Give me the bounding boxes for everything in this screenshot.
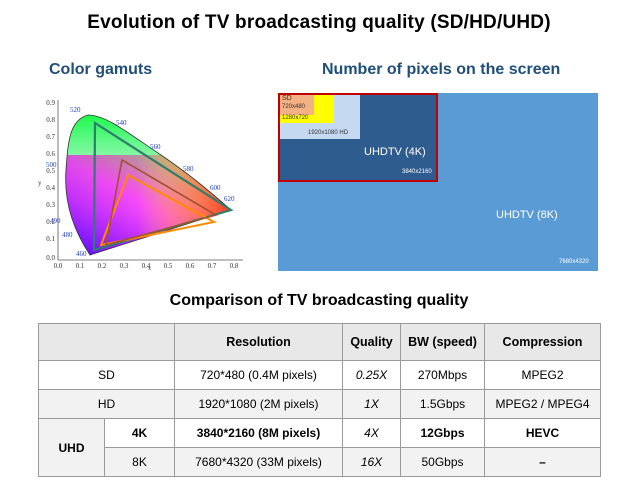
pixel-comparison-diagram: SD 720x480 1280x720 1920x1080 HD UHDTV (… (278, 93, 598, 271)
fhd-resolution: 1920x1080 HD (308, 130, 349, 136)
y-tick: 0.0 (46, 254, 55, 262)
y-tick: 0.8 (46, 116, 55, 124)
hd-resolution: 1280x720 (282, 115, 309, 121)
bw-cell: 12Gbps (400, 418, 485, 448)
x-tick: 0.5 (164, 262, 173, 270)
bw-cell: 270Mbps (400, 360, 485, 390)
table-row-8k: 8K 7680*4320 (33M pixels) 16X 50Gbps – (39, 447, 601, 477)
x-tick: 0.2 (98, 262, 107, 270)
sd-resolution: 720x480 (282, 104, 306, 110)
y-tick: 0.1 (46, 235, 55, 243)
y-tick: 0.9 (46, 99, 55, 107)
wavelength-label: 580 (183, 165, 194, 173)
header-bw: BW (speed) (400, 323, 485, 361)
table-row-sd: SD 720*480 (0.4M pixels) 0.25X 270Mbps M… (38, 360, 601, 390)
compression-cell: HEVC (484, 418, 601, 448)
compression-cell: – (484, 447, 601, 477)
wavelength-label: 480 (62, 231, 73, 239)
color-gamuts-title: Color gamuts (49, 61, 153, 78)
sd-label: SD (282, 95, 292, 102)
row-label: SD (38, 360, 175, 390)
wavelength-label: 540 (116, 119, 127, 127)
quality-cell: 1X (342, 389, 401, 419)
compression-cell: MPEG2 / MPEG4 (484, 389, 601, 419)
resolution-cell: 3840*2160 (8M pixels) (174, 418, 343, 448)
header-quality: Quality (342, 323, 401, 361)
uhd-group-label: UHD (38, 418, 105, 477)
x-tick: 0.0 (54, 262, 63, 270)
rec709-gamut (99, 173, 217, 247)
row-label: 4K (104, 418, 175, 448)
y-tick: 0.4 (46, 184, 55, 192)
x-tick: 0.6 (186, 262, 195, 270)
wavelength-label: 620 (224, 195, 235, 203)
resolution-cell: 720*480 (0.4M pixels) (174, 360, 343, 390)
uhd-4k-label: UHDTV (4K) (364, 146, 426, 158)
x-axis-letter: x (148, 266, 151, 270)
x-tick: 0.8 (230, 262, 239, 270)
uhd-4k-resolution: 3840x2160 (402, 169, 432, 175)
header-compression: Compression (484, 323, 601, 361)
row-label: 8K (104, 447, 175, 477)
y-tick: 0.2 (46, 218, 55, 226)
uhd-8k-resolution: 7680x4320 (559, 259, 589, 265)
y-tick: 0.5 (46, 167, 55, 175)
resolution-cell: 7680*4320 (33M pixels) (174, 447, 343, 477)
header-resolution: Resolution (174, 323, 343, 361)
x-tick: 0.3 (120, 262, 129, 270)
page-title: Evolution of TV broadcasting quality (SD… (87, 12, 551, 33)
pixel-count-title: Number of pixels on the screen (322, 61, 561, 78)
bw-cell: 1.5Gbps (400, 389, 485, 419)
bw-cell: 50Gbps (400, 447, 485, 477)
sd-area (280, 95, 314, 115)
cie-gamut-diagram: 0.9 0.8 0.7 0.6 0.5 0.4 0.3 0.2 0.1 0.0 … (38, 99, 243, 270)
y-axis-letter: y (38, 179, 42, 187)
x-tick: 0.7 (208, 262, 217, 270)
quality-cell: 4X (342, 418, 401, 448)
wavelength-label: 560 (150, 143, 161, 151)
compression-cell: MPEG2 (484, 360, 601, 390)
wavelength-label: 520 (70, 106, 81, 114)
comparison-title: Comparison of TV broadcasting quality (169, 292, 469, 309)
y-tick: 0.7 (46, 133, 55, 141)
wavelength-label: 600 (210, 184, 221, 192)
table-header-row: Resolution Quality BW (speed) Compressio… (38, 323, 601, 361)
quality-cell: 0.25X (342, 360, 401, 390)
table-row-4k: UHD 4K 3840*2160 (8M pixels) 4X 12Gbps H… (38, 418, 601, 477)
quality-cell: 16X (342, 447, 401, 477)
x-tick: 0.4 (142, 262, 151, 270)
header-empty (38, 323, 175, 361)
uhd-8k-label: UHDTV (8K) (496, 209, 558, 221)
comparison-table: Resolution Quality BW (speed) Compressio… (38, 323, 601, 477)
row-label: HD (38, 389, 175, 419)
table-row-hd: HD 1920*1080 (2M pixels) 1X 1.5Gbps MPEG… (38, 389, 601, 419)
wavelength-label: 460 (76, 250, 87, 258)
y-tick: 0.6 (46, 150, 55, 158)
wavelength-label: 500 (46, 161, 57, 169)
x-tick: 0.1 (76, 262, 85, 270)
wavelength-label: 490 (50, 217, 61, 225)
dci-p3-gamut (104, 158, 219, 247)
resolution-cell: 1920*1080 (2M pixels) (174, 389, 343, 419)
y-tick: 0.3 (46, 201, 55, 209)
